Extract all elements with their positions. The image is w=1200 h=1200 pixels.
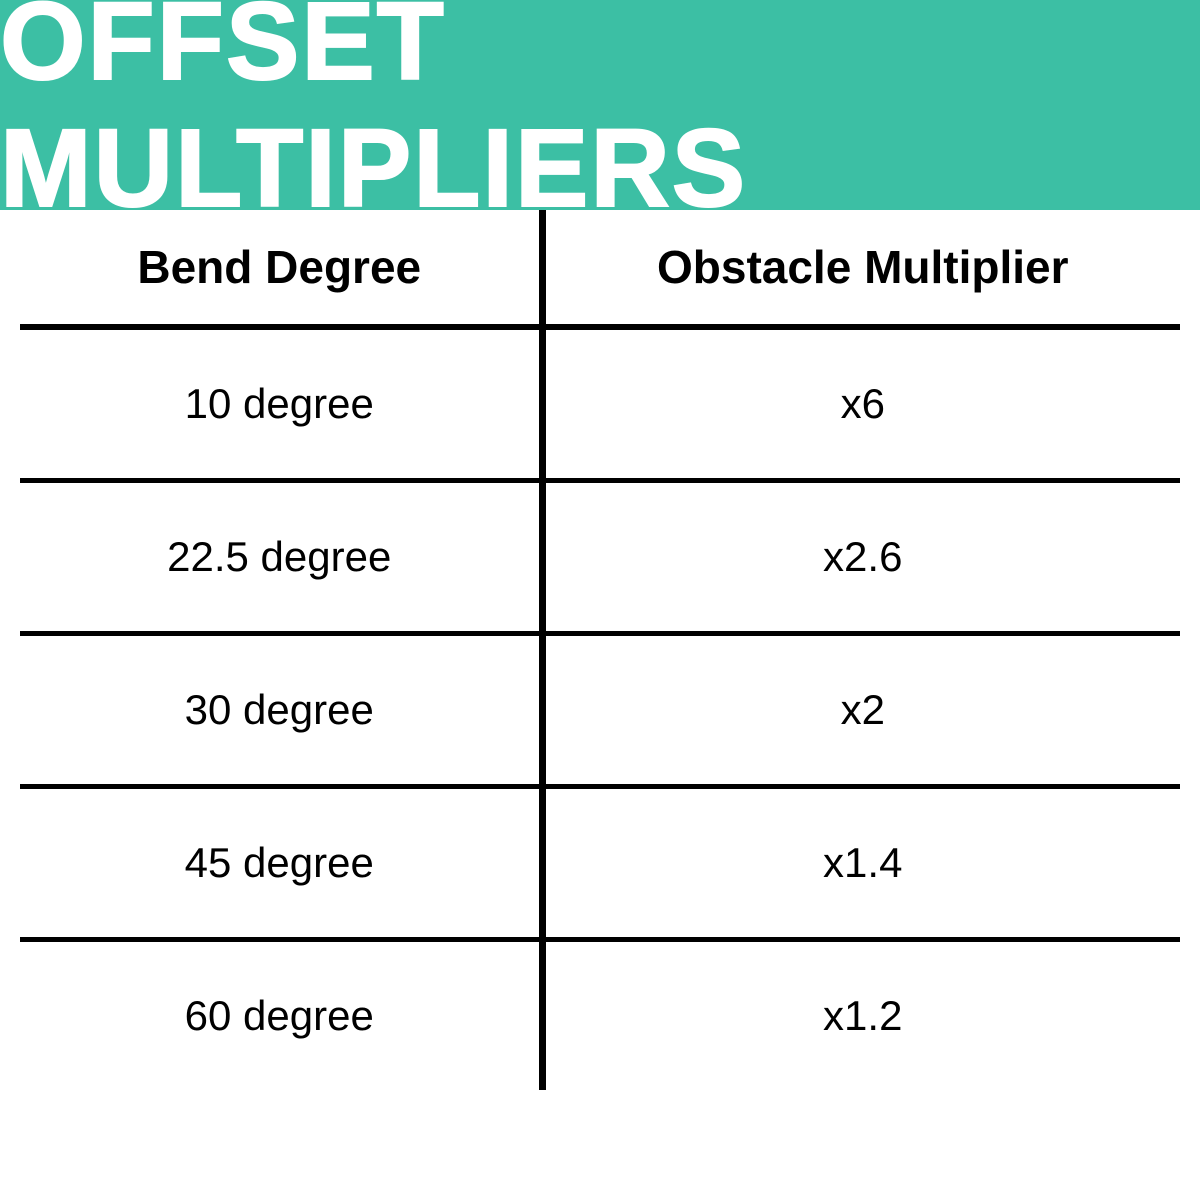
cell-bend-degree: 45 degree xyxy=(20,787,542,940)
cell-multiplier: x1.2 xyxy=(542,940,1180,1091)
cell-multiplier: x1.4 xyxy=(542,787,1180,940)
table-row: 60 degree x1.2 xyxy=(20,940,1180,1091)
cell-bend-degree: 60 degree xyxy=(20,940,542,1091)
cell-bend-degree: 22.5 degree xyxy=(20,481,542,634)
header-banner: OFFSET MULTIPLIERS xyxy=(0,0,1200,210)
offset-multipliers-table: Bend Degree Obstacle Multiplier 10 degre… xyxy=(20,210,1180,1090)
table-container: Bend Degree Obstacle Multiplier 10 degre… xyxy=(0,210,1200,1090)
page-title: OFFSET MULTIPLIERS xyxy=(0,0,1200,232)
table-row: 45 degree x1.4 xyxy=(20,787,1180,940)
table-row: 30 degree x2 xyxy=(20,634,1180,787)
cell-multiplier: x6 xyxy=(542,327,1180,481)
table-row: 22.5 degree x2.6 xyxy=(20,481,1180,634)
cell-multiplier: x2.6 xyxy=(542,481,1180,634)
cell-multiplier: x2 xyxy=(542,634,1180,787)
cell-bend-degree: 10 degree xyxy=(20,327,542,481)
table-row: 10 degree x6 xyxy=(20,327,1180,481)
cell-bend-degree: 30 degree xyxy=(20,634,542,787)
